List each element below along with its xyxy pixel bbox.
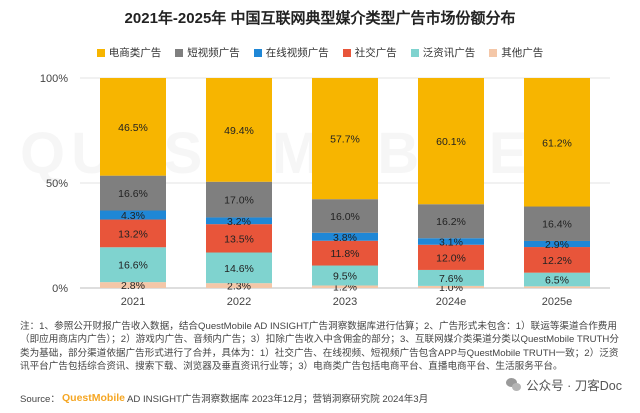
- data-label: 2.3%: [227, 281, 251, 293]
- data-label: 3.8%: [333, 232, 357, 244]
- legend-swatch: [489, 48, 498, 57]
- data-label: 2.9%: [545, 239, 569, 251]
- source-text: AD INSIGHT广告洞察数据库 2023年12月；营销洞察研究院 2024年…: [127, 394, 429, 405]
- data-label: 16.4%: [542, 219, 572, 231]
- data-label: 2.8%: [121, 280, 145, 292]
- data-label: 49.4%: [224, 125, 254, 137]
- bar-segment: [100, 210, 166, 220]
- bar-segment: [206, 217, 272, 225]
- data-label: 6.5%: [545, 274, 569, 286]
- questmobile-logo: QuestMobile: [62, 392, 126, 404]
- chart-title: 2021年-2025年 中国互联网典型媒介类型广告市场份额分布: [124, 10, 516, 27]
- x-tick-label: 2025e: [542, 296, 573, 308]
- y-tick-label: 50%: [46, 178, 68, 190]
- bar-segment: [312, 232, 378, 241]
- bar-segment: [418, 204, 484, 239]
- bar-segment: [206, 181, 272, 218]
- data-label: 4.3%: [121, 210, 145, 222]
- legend-swatch: [175, 48, 184, 57]
- bar-segment: [524, 272, 590, 287]
- bar-segment: [206, 78, 272, 182]
- data-label: 60.1%: [436, 136, 466, 148]
- x-tick-label: 2024e: [436, 296, 467, 308]
- y-tick-label: 0%: [52, 283, 68, 295]
- bar-segment: [312, 265, 378, 286]
- bar-segment: [206, 224, 272, 253]
- legend-label: 电商类广告: [108, 47, 162, 59]
- data-label: 9.5%: [333, 271, 357, 283]
- data-label: 16.0%: [330, 211, 360, 223]
- y-tick-label: 100%: [40, 73, 68, 85]
- x-tick-label: 2021: [121, 296, 145, 308]
- legend-label: 在线视频广告: [265, 47, 329, 59]
- bar-segment: [312, 240, 378, 266]
- data-label: 12.0%: [436, 252, 466, 264]
- bar-segment: [418, 238, 484, 245]
- bar-segment: [524, 247, 590, 273]
- bar-segment: [418, 244, 484, 270]
- data-label: 17.0%: [224, 195, 254, 207]
- legend-item: 短视频广告: [175, 45, 240, 60]
- source-prefix: Source：: [20, 394, 60, 405]
- wechat-icon: [506, 377, 522, 392]
- legend-label: 短视频广告: [187, 47, 240, 59]
- chart-notes: 注：1、参照公开财报广告收入数据，结合QuestMobile AD INSIGH…: [20, 321, 619, 373]
- legend-swatch: [410, 48, 419, 57]
- data-label: 57.7%: [330, 134, 360, 146]
- legend-swatch: [342, 48, 351, 57]
- bar-segment: [100, 247, 166, 283]
- data-label: 3.2%: [227, 216, 251, 228]
- source-line: Source： QuestMobile AD INSIGHT广告洞察数据库 20…: [20, 391, 428, 405]
- bar-segment: [524, 286, 590, 288]
- bar-segment: [418, 269, 484, 286]
- chart-legend: 电商类广告 短视频广告 在线视频广告 社交广告 泛资讯广告 其他广告: [0, 45, 640, 60]
- data-label: 46.5%: [118, 122, 148, 134]
- data-label: 61.2%: [542, 137, 572, 149]
- legend-item: 在线视频广告: [253, 45, 329, 60]
- legend-label: 社交广告: [354, 47, 397, 59]
- bar-segment: [524, 78, 590, 207]
- x-tick-label: 2022: [227, 296, 251, 308]
- data-label: 3.1%: [439, 236, 463, 248]
- wechat-watermark-text: 公众号 · 刀客Doc: [526, 379, 622, 393]
- bar-segment: [100, 282, 166, 288]
- legend-swatch: [253, 48, 262, 57]
- legend-label: 泛资讯广告: [422, 47, 476, 59]
- data-label: 13.5%: [224, 233, 254, 245]
- bar-segment: [206, 252, 272, 284]
- legend-item: 电商类广告: [96, 45, 162, 60]
- data-label: 7.6%: [439, 273, 463, 285]
- data-label: 13.2%: [118, 228, 148, 240]
- bar-segment: [100, 219, 166, 248]
- legend-item: 其他广告: [489, 45, 543, 60]
- legend-item: 社交广告: [342, 45, 397, 60]
- legend-swatch: [96, 48, 105, 57]
- data-label: 16.2%: [436, 216, 466, 228]
- bar-segment: [312, 78, 378, 200]
- legend-item: 泛资讯广告: [410, 45, 476, 60]
- data-label: 14.6%: [224, 263, 254, 275]
- data-label: 12.2%: [542, 255, 572, 267]
- bar-segment: [206, 283, 272, 288]
- legend-label: 其他广告: [501, 47, 544, 59]
- wechat-watermark: 公众号 · 刀客Doc: [502, 374, 626, 395]
- bar-segment: [418, 285, 484, 288]
- bar-segment: [418, 78, 484, 205]
- data-label: 11.8%: [331, 248, 360, 260]
- bar-segment: [524, 240, 590, 248]
- data-label: 16.6%: [118, 188, 148, 200]
- bar-segment: [524, 206, 590, 241]
- bar-segment: [100, 175, 166, 211]
- stacked-bar-chart: 0% 50% 100% 2.8% 16.6% 13.2% 4.3% 16.6% 46.5% 202…: [40, 73, 610, 308]
- data-label: 16.6%: [118, 260, 148, 272]
- bar-segment: [312, 285, 378, 288]
- bar-segment: [312, 199, 378, 233]
- x-tick-label: 2023: [333, 296, 357, 308]
- bar-segment: [100, 78, 166, 176]
